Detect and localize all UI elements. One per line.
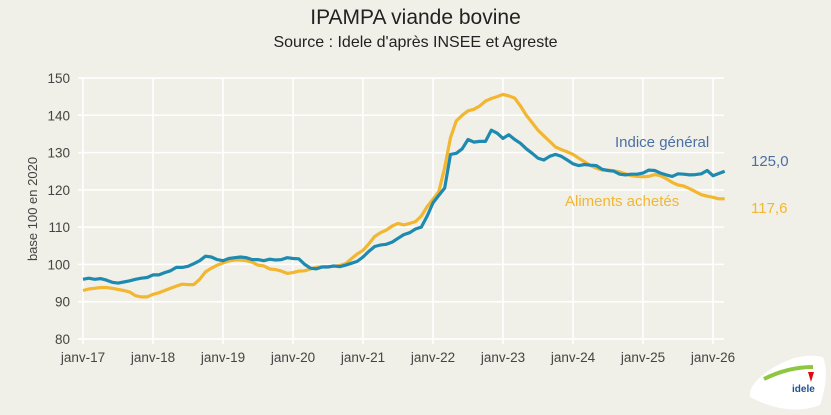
logo-badge (749, 355, 826, 410)
x-tick-label: janv-26 (690, 350, 735, 365)
series-line-indice-g-n-ral (82, 128, 726, 285)
end-value-aliments-achetes: 117,6 (751, 200, 787, 217)
x-axis-ticks: janv-17 janv-18 janv-19 janv-20 janv-21 janv-… (60, 350, 735, 365)
y-tick-label: 130 (47, 146, 70, 161)
x-tick-label: janv-23 (480, 350, 525, 365)
chart-title: IPAMPA viande bovine (310, 6, 521, 29)
y-tick-label: 80 (55, 332, 70, 347)
y-tick-label: 100 (47, 257, 70, 272)
x-tick-label: janv-18 (130, 350, 175, 365)
y-tick-label: 120 (47, 183, 70, 198)
y-tick-label: 150 (47, 71, 70, 86)
x-tick-label: janv-25 (620, 350, 665, 365)
x-tick-label: janv-24 (550, 350, 596, 365)
y-axis-ticks: 80 90 100 110 120 130 140 150 (47, 71, 70, 347)
y-tick-label: 140 (47, 108, 70, 123)
idele-logo: idele (749, 355, 826, 410)
series-label-indice-general: Indice général (615, 134, 709, 151)
logo-swoosh (763, 365, 814, 381)
logo-text: idele (792, 384, 815, 395)
y-tick-label: 90 (55, 295, 70, 310)
x-tick-label: janv-19 (200, 350, 245, 365)
gridlines (78, 77, 724, 344)
logo-flag (808, 372, 814, 382)
x-tick-label: janv-20 (270, 350, 315, 365)
series-lines (82, 92, 726, 299)
y-tick-label: 110 (48, 220, 70, 235)
series-label-aliments-achetes: Aliments achetés (565, 193, 679, 210)
x-tick-label: janv-22 (410, 350, 455, 365)
x-tick-label: janv-21 (340, 350, 385, 365)
y-axis-label: base 100 en 2020 (25, 157, 40, 261)
end-value-indice-general: 125,0 (751, 153, 789, 170)
x-tick-label: janv-17 (60, 350, 105, 365)
chart-subtitle: Source : Idele d'après INSEE et Agreste (273, 34, 558, 51)
